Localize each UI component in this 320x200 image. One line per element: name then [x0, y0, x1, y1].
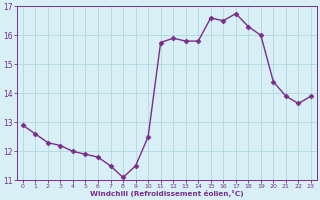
- X-axis label: Windchill (Refroidissement éolien,°C): Windchill (Refroidissement éolien,°C): [90, 190, 244, 197]
